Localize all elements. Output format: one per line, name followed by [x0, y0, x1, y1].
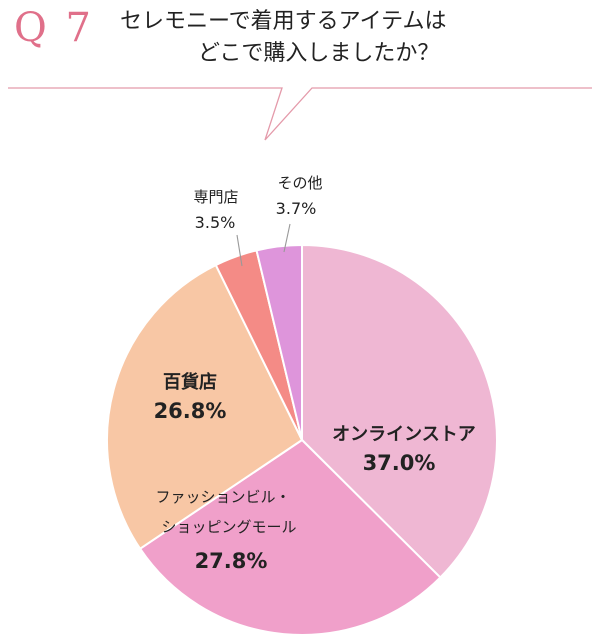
pie-slice-fashion-mall: [138, 438, 442, 636]
slice-value-online-store: 37.0%: [363, 451, 436, 475]
slice-label-department-store: 百貨店: [163, 371, 217, 393]
slice-label-fashion-mall-line2: ショッピングモール: [161, 518, 296, 536]
leader-lines: [236, 223, 291, 267]
slice-label-specialty-store: 専門店: [193, 188, 238, 206]
question-number: Q 7: [14, 5, 94, 51]
pie-slice-online-store: [301, 243, 498, 579]
header-rule: [8, 87, 592, 141]
slice-value-specialty-store: 3.5%: [195, 213, 236, 232]
slice-value-fashion-mall: 27.8%: [195, 549, 268, 573]
pie-labels: オンラインストア 37.0% ファッションビル・ ショッピングモール 27.8%…: [154, 174, 476, 573]
leader-line-other: [283, 223, 291, 253]
pie-slice-department-store: [106, 263, 304, 551]
question-line-1: セレモニーで着用するアイテムは: [120, 9, 447, 34]
pie-slices: [106, 243, 498, 636]
leader-line-specialty-store: [236, 234, 243, 267]
slice-value-department-store: 26.8%: [154, 399, 227, 423]
slice-label-online-store: オンラインストア: [332, 424, 476, 445]
pie-slice-other: [255, 243, 303, 441]
slice-label-fashion-mall-line1: ファッションビル・: [155, 488, 290, 506]
question-line-2: どこで購入しましたか？: [198, 41, 440, 66]
question-title: セレモニーで着用するアイテムは どこで購入しましたか？: [120, 6, 590, 70]
slice-value-other: 3.7%: [276, 199, 317, 218]
slice-label-other: その他: [277, 174, 322, 192]
